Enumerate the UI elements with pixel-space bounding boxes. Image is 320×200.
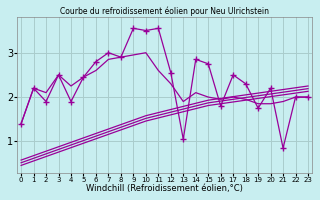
X-axis label: Windchill (Refroidissement éolien,°C): Windchill (Refroidissement éolien,°C)	[86, 184, 243, 193]
Title: Courbe du refroidissement éolien pour Neu Ulrichstein: Courbe du refroidissement éolien pour Ne…	[60, 7, 269, 16]
